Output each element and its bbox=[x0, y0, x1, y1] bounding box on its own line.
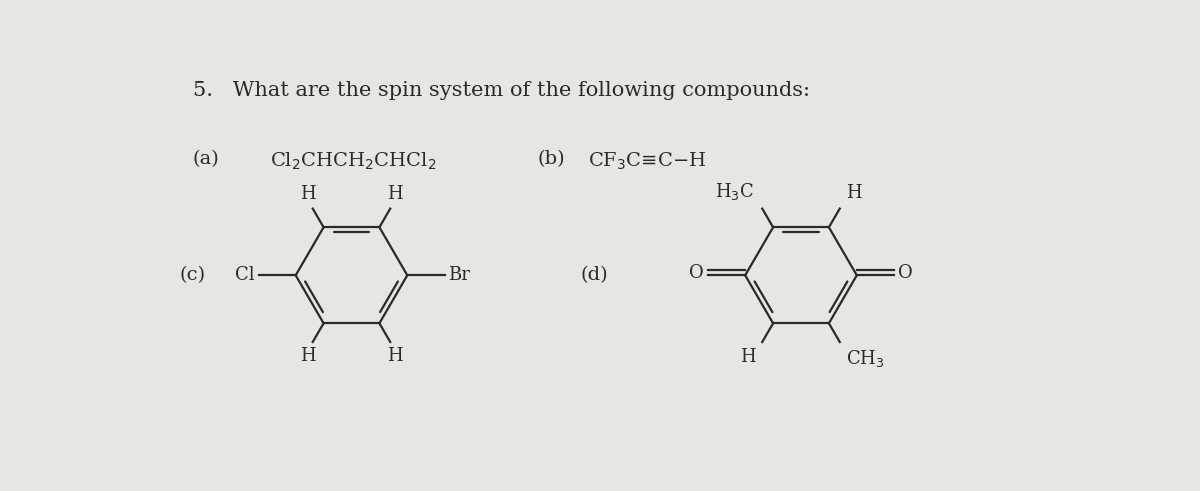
Text: O: O bbox=[898, 264, 913, 282]
Text: (b): (b) bbox=[538, 151, 565, 168]
Text: H: H bbox=[388, 186, 403, 203]
Text: Br: Br bbox=[449, 266, 470, 284]
Text: CF$_3$C≡C−H: CF$_3$C≡C−H bbox=[588, 151, 707, 172]
Text: Cl$_2$CHCH$_2$CHCl$_2$: Cl$_2$CHCH$_2$CHCl$_2$ bbox=[270, 151, 437, 172]
Text: H: H bbox=[740, 348, 756, 366]
Text: (a): (a) bbox=[193, 151, 220, 168]
Text: H: H bbox=[300, 186, 316, 203]
Text: (d): (d) bbox=[580, 266, 607, 284]
Text: 5.   What are the spin system of the following compounds:: 5. What are the spin system of the follo… bbox=[193, 81, 810, 100]
Text: (c): (c) bbox=[180, 266, 205, 284]
Text: O: O bbox=[689, 264, 704, 282]
Text: H$_3$C: H$_3$C bbox=[715, 182, 755, 202]
Text: H: H bbox=[388, 347, 403, 365]
Text: CH$_3$: CH$_3$ bbox=[846, 348, 884, 369]
Text: Cl: Cl bbox=[235, 266, 254, 284]
Text: H: H bbox=[846, 185, 862, 202]
Text: H: H bbox=[300, 347, 316, 365]
